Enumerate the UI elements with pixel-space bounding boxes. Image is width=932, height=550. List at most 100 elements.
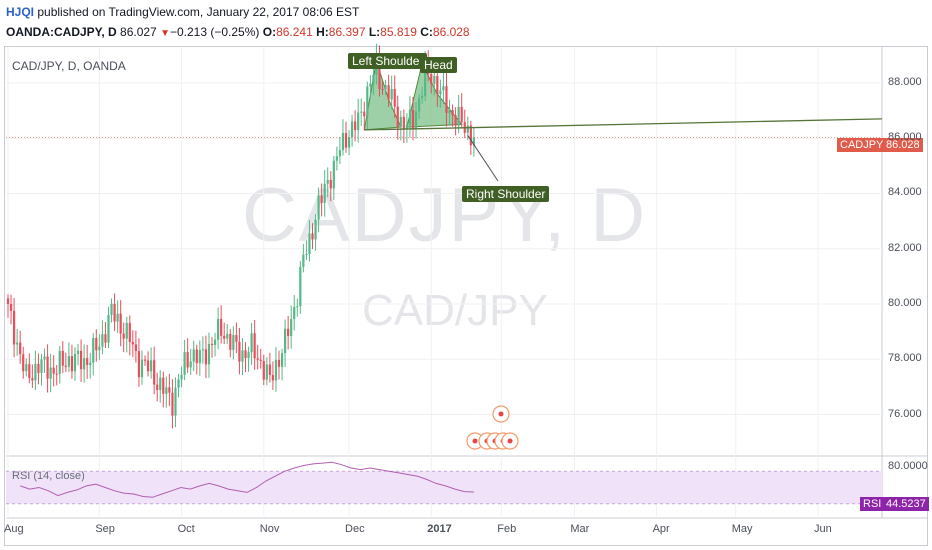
y-tick-label: 84.000 bbox=[888, 186, 922, 199]
candle-body bbox=[271, 375, 275, 381]
x-tick-label: Apr bbox=[652, 523, 670, 535]
candle-body bbox=[22, 354, 25, 372]
head-label[interactable]: Head bbox=[420, 57, 457, 73]
candle-body bbox=[326, 179, 329, 184]
left-shoulder-label[interactable]: Left Shoulder bbox=[348, 53, 428, 69]
x-tick-label: Nov bbox=[259, 523, 280, 535]
candle-body bbox=[469, 125, 472, 146]
candle-body bbox=[201, 349, 204, 351]
candle-body bbox=[79, 350, 83, 370]
candle-body bbox=[256, 358, 259, 360]
candle-body bbox=[61, 350, 64, 366]
candle-body bbox=[73, 353, 77, 372]
y-tick-label: 86.000 bbox=[888, 131, 922, 144]
x-tick-label: Sep bbox=[95, 523, 115, 535]
candle-body bbox=[366, 86, 369, 117]
candle-body bbox=[110, 303, 113, 315]
chart-frame[interactable] bbox=[4, 46, 928, 546]
candle-body bbox=[439, 90, 442, 95]
ohlc-line: OANDA:CADJPY, D 86.027 ▼−0.213 (−0.25%) … bbox=[6, 24, 470, 42]
economic-event-dot bbox=[507, 438, 513, 444]
candle-body bbox=[122, 333, 125, 339]
candle-body bbox=[308, 233, 311, 254]
candle-body bbox=[171, 392, 174, 416]
candle-body bbox=[338, 150, 342, 157]
candle-body bbox=[162, 377, 165, 394]
candle-body bbox=[107, 314, 110, 343]
candle-body bbox=[49, 367, 52, 379]
candle-body bbox=[40, 359, 43, 373]
candle-body bbox=[460, 106, 463, 123]
candle-body bbox=[405, 124, 408, 130]
candle-body bbox=[9, 304, 13, 311]
candle-body bbox=[6, 298, 10, 305]
ticker: OANDA:CADJPY, D bbox=[6, 25, 117, 39]
candle-body bbox=[128, 322, 131, 342]
candle-body bbox=[283, 328, 287, 354]
candle-body bbox=[250, 333, 253, 353]
x-tick-label: Oct bbox=[177, 523, 195, 535]
candle-body bbox=[64, 365, 67, 367]
x-tick-label: Feb bbox=[497, 523, 517, 535]
y-tick-label: 82.000 bbox=[888, 241, 922, 254]
candle-body bbox=[98, 346, 101, 351]
candle-body bbox=[436, 76, 439, 95]
author-name[interactable]: HJQI bbox=[6, 5, 35, 19]
candle-body bbox=[223, 335, 226, 339]
candle-body bbox=[232, 335, 235, 350]
candle-body bbox=[390, 88, 393, 100]
candle-body bbox=[153, 360, 156, 385]
candle-body bbox=[323, 183, 326, 203]
candle-body bbox=[210, 343, 214, 345]
candle-body bbox=[226, 333, 229, 339]
candle-body bbox=[344, 132, 348, 148]
candle-body bbox=[186, 352, 189, 368]
price-change: −0.213 (−0.25%) bbox=[169, 25, 260, 39]
y-tick-label: 76.000 bbox=[888, 407, 922, 420]
low-value: 85.819 bbox=[380, 25, 417, 39]
candle-body bbox=[421, 95, 424, 99]
candle-body bbox=[180, 374, 183, 380]
candle-body bbox=[354, 121, 357, 131]
candle-body bbox=[296, 306, 299, 308]
rsi-indicator-label: RSI (14, close) bbox=[12, 470, 85, 482]
open-label: O: bbox=[262, 25, 277, 39]
candle-body bbox=[189, 361, 192, 368]
candle-body bbox=[369, 83, 372, 87]
candle-body bbox=[424, 64, 427, 96]
candle-body bbox=[165, 387, 168, 394]
candle-body bbox=[143, 359, 147, 361]
x-tick-label: 2017 bbox=[427, 523, 452, 535]
candle-body bbox=[134, 344, 137, 352]
y-tick-label: 78.000 bbox=[888, 352, 922, 365]
right-shoulder-label[interactable]: Right Shoulder bbox=[462, 186, 550, 202]
low-label: L: bbox=[368, 25, 381, 39]
candle-body bbox=[58, 350, 61, 374]
candle-body bbox=[457, 106, 460, 126]
candle-body bbox=[46, 356, 49, 379]
candle-body bbox=[235, 335, 238, 342]
candle-body bbox=[445, 86, 448, 114]
down-triangle-icon: ▼ bbox=[160, 28, 170, 39]
x-tick-label: Dec bbox=[345, 523, 365, 535]
high-label: H: bbox=[316, 25, 329, 39]
candle-body bbox=[247, 352, 250, 359]
candle-body bbox=[253, 333, 256, 359]
candle-body bbox=[213, 339, 217, 345]
candle-body bbox=[28, 364, 31, 379]
x-tick-label: Mar bbox=[570, 523, 590, 535]
candle-body bbox=[329, 179, 332, 189]
candle-body bbox=[195, 349, 198, 364]
publish-line: HJQI published on TradingView.com, Janua… bbox=[6, 4, 359, 20]
candle-body bbox=[411, 109, 415, 129]
candle-body bbox=[466, 125, 469, 133]
candle-body bbox=[150, 360, 153, 372]
candle-body bbox=[335, 156, 338, 161]
candle-body bbox=[183, 352, 186, 375]
candle-body bbox=[101, 334, 104, 347]
candle-body bbox=[70, 356, 74, 372]
candle-body bbox=[12, 310, 16, 345]
candle-body bbox=[417, 98, 421, 112]
x-tick-label: Jun bbox=[813, 523, 832, 535]
